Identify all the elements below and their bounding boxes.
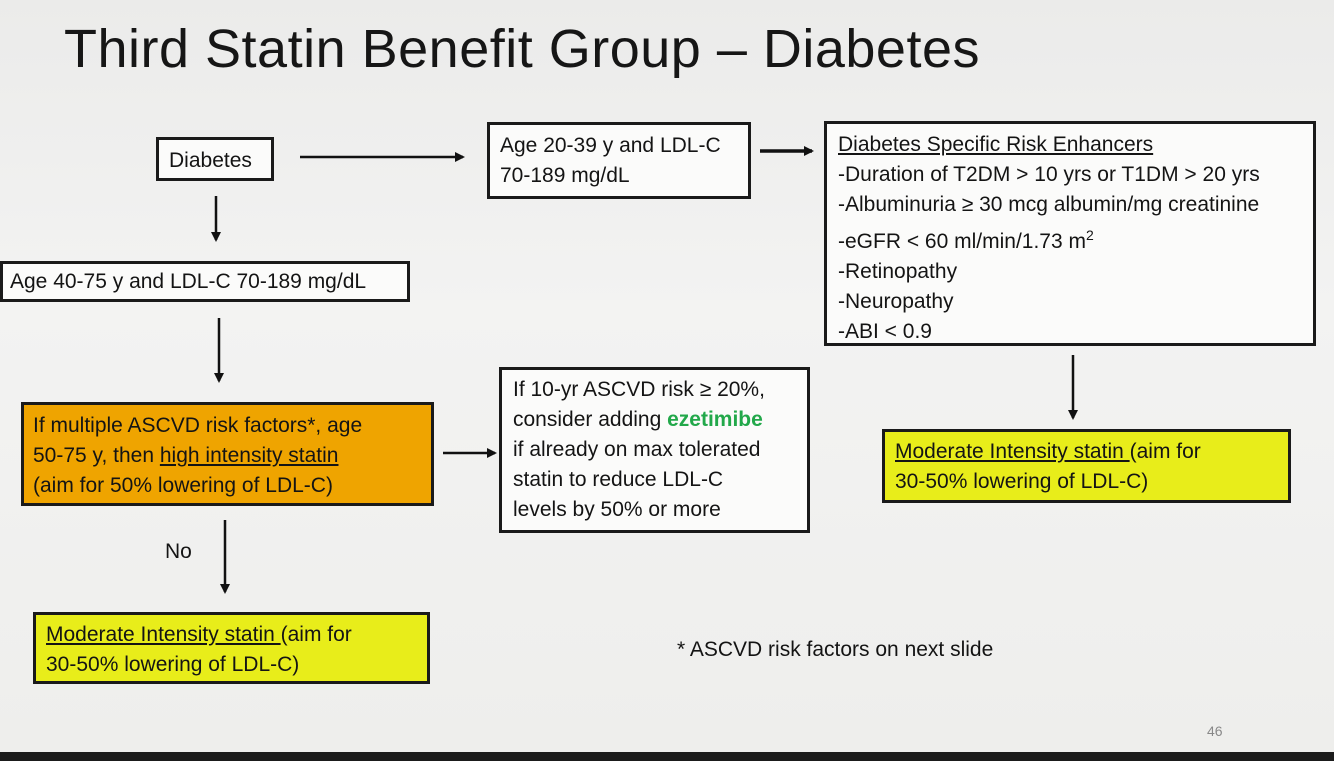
risk-enhancer-duration: -Duration of T2DM > 10 yrs or T1DM > 20 … (838, 163, 1260, 186)
age-20-39-line-2: 70-189 mg/dL (500, 164, 630, 187)
ezetimibe-box: If 10-yr ASCVD risk ≥ 20%, consider addi… (499, 367, 810, 533)
moderate-right-line-2: 30-50% lowering of LDL-C) (895, 470, 1149, 493)
moderate-intensity-right-box: Moderate Intensity statin (aim for 30-50… (882, 429, 1291, 503)
moderate-left-link: Moderate Intensity statin (46, 623, 281, 646)
diabetes-box: Diabetes (156, 137, 274, 181)
high-intensity-line-2: 50-75 y, then high intensity statin (33, 441, 431, 471)
moderate-right-link: Moderate Intensity statin (895, 440, 1130, 463)
age-20-39-box: Age 20-39 y and LDL-C 70-189 mg/dL (487, 122, 751, 199)
risk-enhancer-egfr-row: -eGFR < 60 ml/min/1.73 m2 (838, 220, 1313, 257)
ezetimibe-line-1: If 10-yr ASCVD risk ≥ 20%, (513, 378, 765, 401)
moderate-right-rest: (aim for (1129, 440, 1201, 463)
high-intensity-line-3: (aim for 50% lowering of LDL-C) (33, 474, 333, 497)
moderate-left-line-1: Moderate Intensity statin (aim for (46, 620, 427, 650)
diabetes-label: Diabetes (169, 149, 252, 172)
risk-enhancer-neuropathy: -Neuropathy (838, 290, 954, 313)
high-intensity-statin-link: high intensity statin (159, 444, 339, 467)
ezetimibe-line-3: if already on max tolerated (513, 438, 761, 461)
risk-enhancer-albuminuria: -Albuminuria ≥ 30 mcg albumin/mg creatin… (838, 193, 1260, 216)
footnote: * ASCVD risk factors on next slide (677, 638, 994, 661)
high-intensity-box: If multiple ASCVD risk factors*, age 50-… (21, 402, 434, 506)
page-number: 46 (1207, 723, 1223, 739)
no-label: No (165, 540, 192, 563)
slide-title: Third Statin Benefit Group – Diabetes (64, 19, 980, 79)
ezetimibe-line-2: consider adding ezetimibe (513, 405, 807, 435)
moderate-intensity-left-box: Moderate Intensity statin (aim for 30-50… (33, 612, 430, 684)
risk-enhancers-heading: Diabetes Specific Risk Enhancers (838, 133, 1154, 156)
ezetimibe-line-2-prefix: consider adding (513, 408, 668, 431)
ezetimibe-drug: ezetimibe (667, 408, 763, 431)
age-40-75-label: Age 40-75 y and LDL-C 70-189 mg/dL (10, 270, 367, 293)
ezetimibe-line-4: statin to reduce LDL-C (513, 468, 724, 491)
high-intensity-line-2-prefix: 50-75 y, then (33, 444, 160, 467)
moderate-left-rest: (aim for (280, 623, 352, 646)
risk-enhancer-egfr: -eGFR < 60 ml/min/1.73 m (838, 230, 1086, 253)
risk-enhancer-retinopathy: -Retinopathy (838, 260, 958, 283)
moderate-left-line-2: 30-50% lowering of LDL-C) (46, 653, 300, 676)
ezetimibe-line-5: levels by 50% or more (513, 498, 721, 521)
age-40-75-box: Age 40-75 y and LDL-C 70-189 mg/dL (0, 261, 410, 302)
moderate-right-line-1: Moderate Intensity statin (aim for (895, 437, 1288, 467)
high-intensity-line-1: If multiple ASCVD risk factors*, age (33, 414, 363, 437)
risk-enhancers-box: Diabetes Specific Risk Enhancers -Durati… (824, 121, 1316, 346)
screen-bottom-edge (0, 752, 1334, 761)
age-20-39-line-1: Age 20-39 y and LDL-C (500, 134, 721, 157)
risk-enhancer-abi: -ABI < 0.9 (838, 320, 932, 343)
egfr-superscript: 2 (1086, 227, 1094, 243)
